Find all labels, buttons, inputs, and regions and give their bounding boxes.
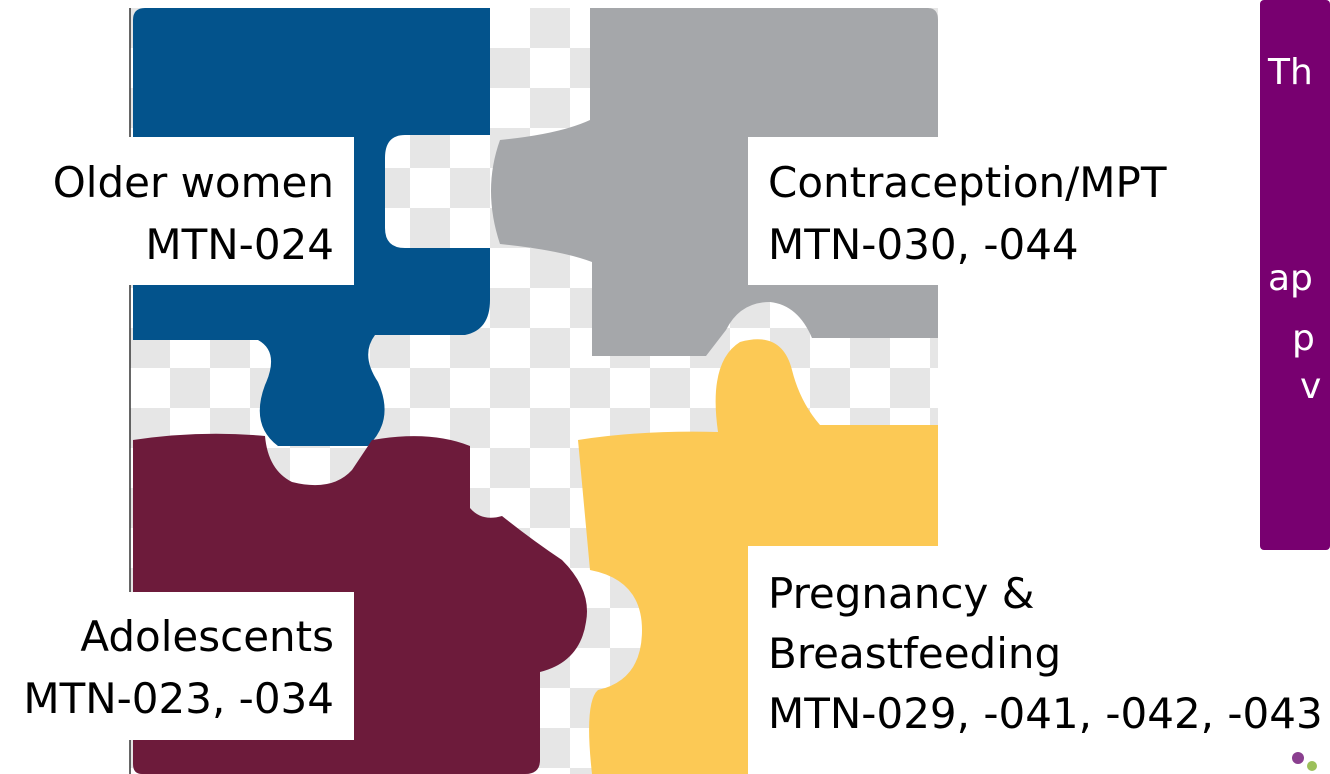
slide-canvas: Older women MTN-024 Contraception/MPT MT… — [0, 0, 1330, 774]
piece-label: MTN-023, -034 — [23, 674, 334, 723]
logo-dot — [1292, 752, 1304, 764]
piece-label: Adolescents — [80, 612, 334, 661]
side-text: v — [1300, 366, 1321, 407]
piece-label: Older women — [53, 158, 334, 207]
piece-label: Contraception/MPT — [768, 158, 1167, 207]
piece-label: Breastfeeding — [768, 629, 1061, 678]
piece-label: MTN-030, -044 — [768, 220, 1079, 269]
piece-label: Pregnancy & — [768, 569, 1034, 618]
side-text: ap — [1268, 258, 1313, 299]
side-text: Th — [1267, 52, 1313, 93]
slide: Older women MTN-024 Contraception/MPT MT… — [0, 0, 1330, 774]
piece-label: MTN-024 — [145, 220, 334, 269]
piece-label: MTN-029, -041, -042, -043 — [768, 689, 1323, 738]
logo-dot — [1307, 761, 1317, 771]
side-text: p — [1292, 318, 1315, 359]
